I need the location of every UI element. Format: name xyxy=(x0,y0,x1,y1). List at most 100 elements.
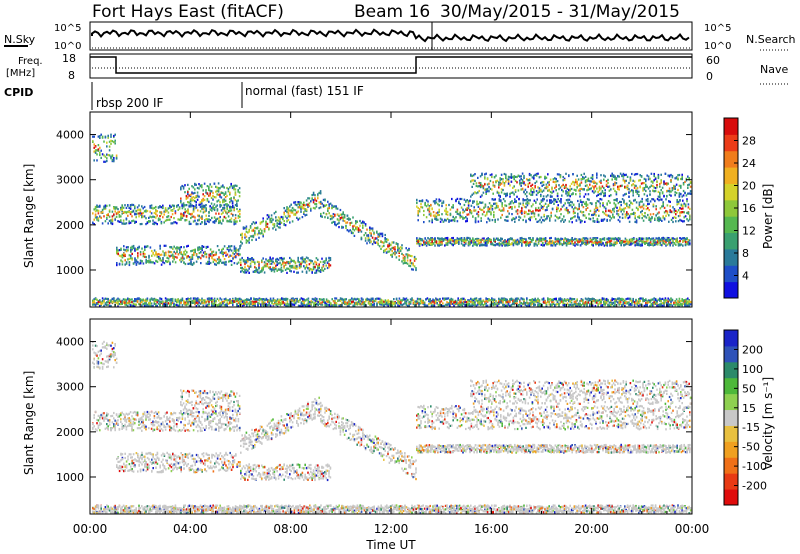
range-cell xyxy=(398,255,400,258)
range-cell xyxy=(540,243,543,246)
range-cell xyxy=(198,187,200,190)
range-cell xyxy=(301,258,304,261)
range-cell xyxy=(558,173,560,176)
range-cell xyxy=(205,300,207,304)
range-cell xyxy=(165,244,167,247)
range-cell xyxy=(172,253,174,256)
range-cell xyxy=(504,204,506,207)
range-cell xyxy=(488,202,491,205)
range-cell xyxy=(221,248,223,251)
range-cell xyxy=(177,246,180,249)
range-cell xyxy=(191,301,193,304)
range-cell xyxy=(677,220,680,223)
range-cell xyxy=(188,212,191,215)
range-cell xyxy=(621,213,624,216)
range-cell xyxy=(266,217,269,220)
range-cell xyxy=(486,242,488,245)
range-cell xyxy=(341,216,343,219)
range-cell xyxy=(152,219,154,222)
range-cell xyxy=(626,214,628,217)
range-cell xyxy=(205,222,207,225)
range-cell xyxy=(476,239,478,242)
range-cell xyxy=(213,302,216,305)
range-cell xyxy=(186,245,188,248)
range-cell xyxy=(572,216,575,219)
range-cell xyxy=(604,175,606,178)
range-cell xyxy=(187,211,189,214)
range-cell xyxy=(663,194,665,197)
range-cell xyxy=(526,204,529,207)
range-cell xyxy=(607,185,609,188)
range-cell xyxy=(649,185,651,189)
range-cell xyxy=(171,222,174,225)
range-cell xyxy=(384,249,386,252)
range-cell xyxy=(237,199,239,202)
range-cell xyxy=(204,219,206,222)
range-cell xyxy=(106,204,108,207)
range-cell xyxy=(131,248,133,251)
range-cell xyxy=(497,242,499,245)
range-cell xyxy=(275,228,277,231)
range-cell xyxy=(305,213,308,216)
range-cell xyxy=(174,252,177,255)
range-cell xyxy=(230,263,233,266)
range-cell xyxy=(578,203,580,206)
range-cell xyxy=(449,240,452,243)
range-cell xyxy=(490,243,492,246)
range-cell xyxy=(158,257,160,260)
range-cell xyxy=(261,270,263,273)
range-cell xyxy=(584,181,587,184)
range-cell xyxy=(188,220,191,223)
range-cell xyxy=(527,179,529,182)
range-cell xyxy=(194,297,196,300)
range-cell xyxy=(235,249,237,253)
range-cell xyxy=(187,193,189,196)
range-cell xyxy=(649,243,652,246)
range-cell xyxy=(146,245,149,248)
range-cell xyxy=(169,204,171,207)
range-cell xyxy=(377,239,379,242)
range-cell xyxy=(188,256,191,259)
range-cell xyxy=(373,240,375,243)
range-cell xyxy=(180,246,182,249)
range-cell xyxy=(297,210,299,213)
range-cell xyxy=(121,299,123,302)
range-cell xyxy=(287,218,290,222)
range-cell xyxy=(226,253,229,256)
range-cell xyxy=(480,219,482,222)
range-cell xyxy=(342,216,344,219)
range-cell xyxy=(106,157,108,160)
range-cell xyxy=(663,180,665,183)
range-cell xyxy=(202,299,205,302)
range-cell xyxy=(516,209,519,212)
range-cell xyxy=(596,174,598,177)
range-cell xyxy=(416,239,418,243)
range-cell xyxy=(125,261,128,264)
range-cell xyxy=(509,206,512,209)
range-cell xyxy=(279,268,281,271)
range-cell xyxy=(673,242,676,245)
range-cell xyxy=(279,221,281,224)
range-cell xyxy=(232,300,234,303)
range-cell xyxy=(151,249,153,253)
range-cell xyxy=(128,261,131,264)
range-cell xyxy=(676,239,678,242)
range-cell xyxy=(559,176,562,179)
range-cell xyxy=(571,217,573,220)
range-cell xyxy=(284,261,287,265)
range-cell xyxy=(648,218,650,221)
range-cell xyxy=(312,262,315,265)
range-cell xyxy=(173,304,175,307)
range-cell xyxy=(507,244,509,247)
range-cell xyxy=(156,301,158,304)
range-cell xyxy=(329,264,332,267)
range-cell xyxy=(515,200,517,203)
range-cell xyxy=(289,256,291,260)
range-cell xyxy=(238,195,241,198)
range-cell xyxy=(108,215,111,218)
range-cell xyxy=(641,200,643,203)
range-cell xyxy=(222,184,224,187)
range-cell xyxy=(150,212,153,215)
range-cell xyxy=(303,212,305,215)
range-cell xyxy=(262,257,264,260)
